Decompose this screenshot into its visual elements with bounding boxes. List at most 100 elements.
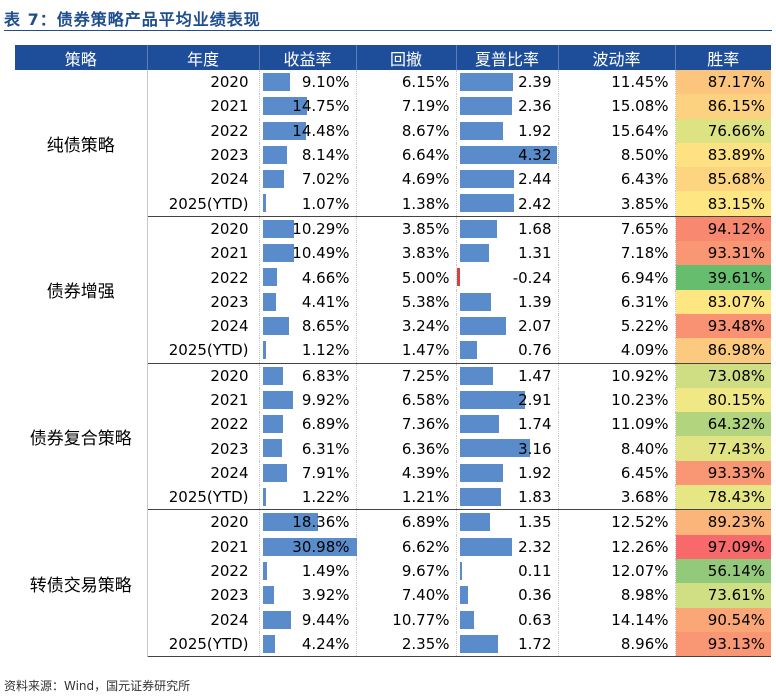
return-cell-value: 4.41% <box>301 292 350 311</box>
drawdown-cell-value: 4.69% <box>401 170 450 189</box>
return-cell-value: 10.29% <box>292 219 350 238</box>
table-row: 2025(YTD) 4.24% 2.35% 1.72 8.96% 93.13% <box>15 631 771 658</box>
win-rate-cell-value: 86.15% <box>707 97 765 116</box>
sharpe-cell-value: 1.31 <box>518 244 552 263</box>
table-row: 2022 4.66% 5.00% -0.24 6.94% 39.61% <box>15 265 771 290</box>
drawdown-cell-value: 8.67% <box>401 121 450 140</box>
return-cell-value: 9.10% <box>301 73 350 92</box>
volatility-cell-value: 11.09% <box>611 415 669 434</box>
volatility-cell: 3.68% <box>558 485 676 511</box>
year-cell-value: 2020 <box>210 219 249 238</box>
table-row: 2023 6.31% 6.36% 3.16 8.40% 77.43% <box>15 436 771 461</box>
drawdown-cell-value: 5.38% <box>401 292 450 311</box>
win-rate-cell: 87.17% <box>675 70 771 95</box>
volatility-cell-value: 8.98% <box>620 586 669 605</box>
return-cell: 14.75% <box>259 94 357 119</box>
return-cell: 1.12% <box>259 338 357 364</box>
year-cell-value: 2024 <box>210 610 249 629</box>
return-cell: 18.36% <box>259 509 357 535</box>
year-cell-value: 2023 <box>210 439 249 458</box>
return-bar <box>262 463 287 482</box>
drawdown-cell-value: 10.77% <box>392 610 450 629</box>
sharpe-cell: 1.47 <box>456 363 559 388</box>
source-note: 资料来源：Wind，国元证券研究所 <box>4 679 191 693</box>
volatility-cell-value: 14.14% <box>611 610 669 629</box>
volatility-cell-value: 3.85% <box>620 194 669 213</box>
win-rate-cell-value: 78.43% <box>707 488 765 507</box>
year-cell: 2021 <box>147 387 260 413</box>
header-sharpe: 夏普比率 <box>456 45 559 70</box>
drawdown-cell-value: 7.36% <box>401 415 450 434</box>
year-cell-value: 2025(YTD) <box>168 341 249 360</box>
return-cell-value: 8.14% <box>301 146 350 165</box>
year-cell: 2023 <box>147 142 260 168</box>
win-rate-cell: 90.54% <box>675 607 771 632</box>
drawdown-cell: 3.24% <box>356 313 457 339</box>
return-bar <box>262 316 289 335</box>
sharpe-bar <box>459 610 474 629</box>
sharpe-cell-value: 2.44 <box>518 170 552 189</box>
return-bar <box>262 488 267 507</box>
win-rate-cell-value: 76.66% <box>707 121 765 140</box>
table-row: 2021 30.98% 6.62% 2.32 12.26% 97.09% <box>15 534 771 559</box>
volatility-cell-value: 4.09% <box>620 341 669 360</box>
return-cell-value: 7.02% <box>301 170 350 189</box>
return-cell: 4.24% <box>259 631 357 658</box>
strategy-cell: 债券增强 <box>15 216 148 364</box>
table-row: 2022 1.49% 9.67% 0.11 12.07% 56.14% <box>15 558 771 584</box>
win-rate-cell: 94.12% <box>675 216 771 242</box>
return-cell: 9.92% <box>259 387 357 413</box>
year-cell-value: 2022 <box>210 268 249 287</box>
return-cell-value: 1.12% <box>301 341 350 360</box>
year-cell: 2024 <box>147 607 260 632</box>
performance-table: 策略 年度 收益率 回撤 夏普比率 波动率 胜率 纯债策略 2020 9.10% 6.… <box>15 45 771 658</box>
table-row: 2021 10.49% 3.83% 1.31 7.18% 93.31% <box>15 241 771 266</box>
win-rate-cell: 86.15% <box>675 94 771 119</box>
volatility-cell-value: 15.08% <box>611 97 669 116</box>
win-rate-cell-value: 93.31% <box>707 244 765 263</box>
year-cell: 2022 <box>147 265 260 290</box>
return-cell: 3.92% <box>259 583 357 608</box>
year-cell-value: 2025(YTD) <box>168 634 249 653</box>
header-drawdown: 回撤 <box>356 45 457 70</box>
win-rate-cell-value: 97.09% <box>707 537 765 556</box>
win-rate-cell: 39.61% <box>675 265 771 290</box>
volatility-cell: 8.98% <box>558 583 676 608</box>
year-cell: 2024 <box>147 167 260 192</box>
sharpe-cell-value: 0.63 <box>518 610 552 629</box>
volatility-cell: 11.09% <box>558 412 676 437</box>
return-cell: 14.48% <box>259 118 357 143</box>
sharpe-bar <box>459 561 462 580</box>
win-rate-cell: 73.61% <box>675 583 771 608</box>
sharpe-cell-value: 1.74 <box>518 415 552 434</box>
return-bar <box>262 268 277 287</box>
sharpe-bar <box>459 194 514 213</box>
win-rate-cell-value: 56.14% <box>707 562 765 581</box>
return-cell: 1.07% <box>259 191 357 217</box>
drawdown-cell: 4.69% <box>356 167 457 192</box>
year-cell-value: 2024 <box>210 463 249 482</box>
sharpe-cell: 1.39 <box>456 289 559 314</box>
return-cell-value: 1.22% <box>301 488 350 507</box>
year-cell-value: 2022 <box>210 415 249 434</box>
sharpe-cell-value: 0.36 <box>518 586 552 605</box>
performance-table-wrap: 策略 年度 收益率 回撤 夏普比率 波动率 胜率 纯债策略 2020 9.10% 6.… <box>15 45 771 658</box>
strategy-cell: 转债交易策略 <box>15 509 148 657</box>
year-cell: 2021 <box>147 94 260 119</box>
win-rate-cell: 83.89% <box>675 142 771 168</box>
year-cell: 2025(YTD) <box>147 338 260 364</box>
sharpe-cell-value: -0.24 <box>512 268 552 287</box>
year-cell-value: 2023 <box>210 586 249 605</box>
win-rate-cell-value: 83.15% <box>707 194 765 213</box>
return-bar <box>262 610 292 629</box>
sharpe-cell-value: 0.76 <box>518 341 552 360</box>
win-rate-cell: 83.07% <box>675 289 771 314</box>
return-cell: 1.22% <box>259 485 357 511</box>
return-cell-value: 18.36% <box>292 513 350 532</box>
sharpe-cell-value: 1.92 <box>518 121 552 140</box>
return-bar <box>262 513 319 532</box>
win-rate-cell-value: 80.15% <box>707 391 765 409</box>
year-cell: 2020 <box>147 216 260 242</box>
return-bar <box>262 439 282 458</box>
sharpe-cell: 2.44 <box>456 167 559 192</box>
